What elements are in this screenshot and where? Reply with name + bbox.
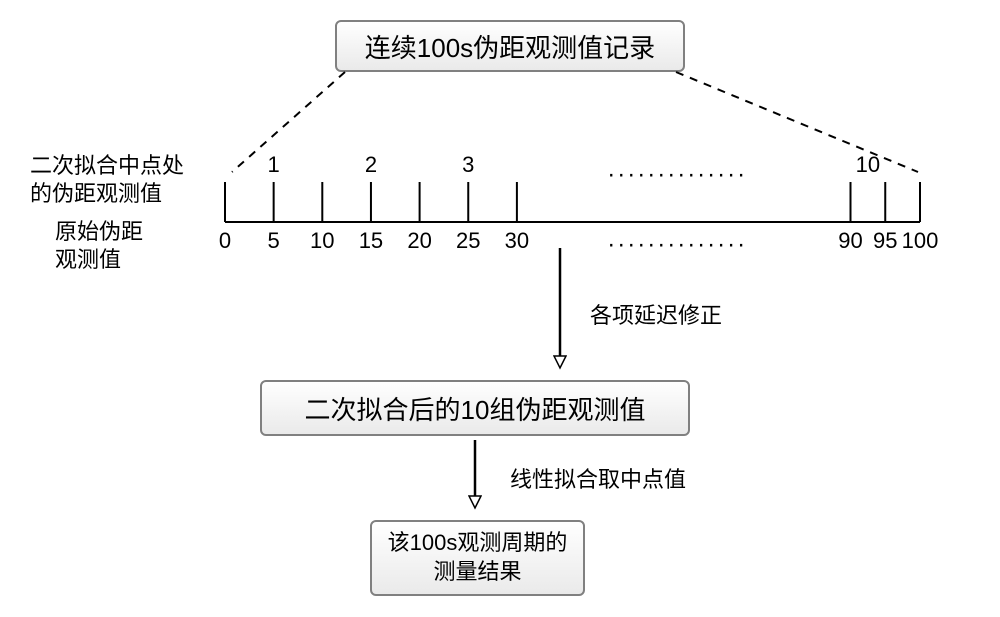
group-2: 2 (365, 152, 377, 178)
tick-0: 0 (219, 228, 231, 254)
tick-95: 95 (873, 228, 897, 254)
ellipsis: ·············· (607, 230, 747, 260)
ellipsis: ·············· (607, 160, 747, 190)
tick-5: 5 (268, 228, 280, 254)
group-1: 1 (268, 152, 280, 178)
diagram-svg (0, 0, 1000, 617)
tick-25: 25 (456, 228, 480, 254)
group-3: 3 (462, 152, 474, 178)
tick-100: 100 (902, 228, 939, 254)
tick-30: 30 (505, 228, 529, 254)
tick-15: 15 (359, 228, 383, 254)
tick-90: 90 (838, 228, 862, 254)
tick-10: 10 (310, 228, 334, 254)
group-10: 10 (856, 152, 880, 178)
tick-20: 20 (407, 228, 431, 254)
